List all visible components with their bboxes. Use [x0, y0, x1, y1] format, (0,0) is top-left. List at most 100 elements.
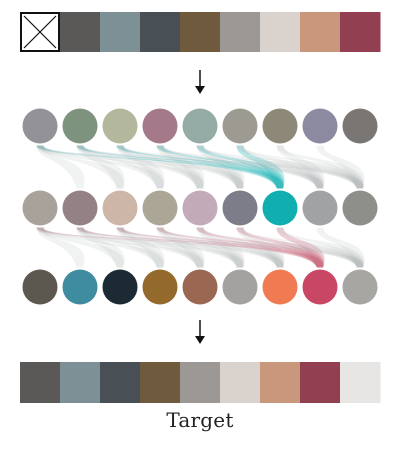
candidate-row-1: [22, 108, 378, 144]
link-band: [236, 145, 364, 189]
color-circle: [262, 108, 298, 144]
color-circle: [182, 190, 218, 226]
link-band: [156, 145, 324, 189]
link-band: [196, 145, 324, 189]
link-band: [196, 227, 284, 268]
color-circle: [22, 190, 58, 226]
link-band: [36, 145, 284, 189]
palette-swatch: [60, 12, 101, 52]
link-band: [36, 227, 85, 268]
link-band: [36, 227, 124, 268]
palette-swatch: [300, 12, 341, 52]
link-band: [196, 145, 284, 189]
color-circle: [342, 108, 378, 144]
link-band: [196, 227, 245, 268]
link-band: [316, 227, 365, 268]
link-band: [116, 145, 284, 189]
link-band: [196, 227, 324, 268]
link-band: [76, 145, 324, 189]
color-circle: [62, 190, 98, 226]
color-circle: [222, 190, 258, 226]
color-circle: [222, 269, 258, 305]
color-circle: [102, 190, 138, 226]
input-palette: [20, 12, 381, 52]
link-band: [76, 227, 244, 268]
color-circle: [102, 269, 138, 305]
color-circle: [142, 190, 178, 226]
link-band: [156, 145, 244, 189]
link-band: [236, 227, 324, 268]
link-band: [316, 145, 365, 189]
color-circle: [142, 269, 178, 305]
link-band: [116, 227, 244, 268]
crossed-box-icon: [20, 12, 60, 52]
link-band: [276, 227, 325, 268]
candidate-row-3: [22, 269, 378, 305]
color-circle: [302, 108, 338, 144]
target-swatch: [300, 362, 341, 403]
link-band: [276, 227, 364, 268]
target-swatch: [60, 362, 101, 403]
color-circle: [262, 190, 298, 226]
palette-swatch: [180, 12, 221, 52]
link-band: [156, 145, 205, 189]
color-circle: [182, 108, 218, 144]
links-row2-row3: [36, 227, 365, 268]
link-band: [116, 145, 204, 189]
color-circle: [62, 269, 98, 305]
link-band: [76, 145, 364, 189]
link-band: [156, 227, 244, 268]
color-circle: [62, 108, 98, 144]
link-band: [36, 145, 364, 189]
link-band: [276, 145, 325, 189]
link-band: [116, 227, 284, 268]
link-band: [36, 227, 164, 268]
link-band: [236, 227, 364, 268]
target-swatch: [100, 362, 141, 403]
palette-swatch: [260, 12, 301, 52]
link-band: [196, 227, 364, 268]
link-band: [156, 145, 284, 189]
target-swatch: [20, 362, 61, 403]
link-band: [36, 145, 85, 189]
palette-swatch: [100, 12, 141, 52]
link-band: [76, 145, 204, 189]
link-band: [36, 227, 244, 268]
link-band: [116, 227, 324, 268]
link-band: [116, 227, 204, 268]
color-circle: [22, 108, 58, 144]
color-circle: [142, 108, 178, 144]
link-band: [236, 227, 285, 268]
link-band: [196, 145, 245, 189]
link-band: [36, 145, 204, 189]
link-band: [116, 145, 364, 189]
link-band: [36, 227, 204, 268]
target-swatch: [180, 362, 221, 403]
link-band: [156, 227, 205, 268]
link-band: [156, 227, 324, 268]
link-band: [76, 145, 244, 189]
candidate-row-2: [22, 190, 378, 226]
color-circle: [222, 108, 258, 144]
link-band: [236, 145, 324, 189]
link-band: [76, 227, 164, 268]
color-circle: [302, 269, 338, 305]
link-band: [76, 145, 125, 189]
palette-swatch: [340, 12, 381, 52]
link-band: [156, 145, 364, 189]
link-band: [76, 145, 164, 189]
target-palette: [20, 362, 381, 403]
palette-swatch: [220, 12, 261, 52]
color-circle: [262, 269, 298, 305]
color-circle: [342, 190, 378, 226]
links-row1-row2: [36, 145, 365, 189]
link-band: [36, 145, 244, 189]
link-band: [196, 145, 364, 189]
link-band: [116, 145, 244, 189]
color-circle: [102, 108, 138, 144]
target-swatch: [220, 362, 261, 403]
link-band: [36, 145, 124, 189]
link-band: [116, 145, 324, 189]
target-swatch: [140, 362, 181, 403]
link-band: [76, 227, 284, 268]
